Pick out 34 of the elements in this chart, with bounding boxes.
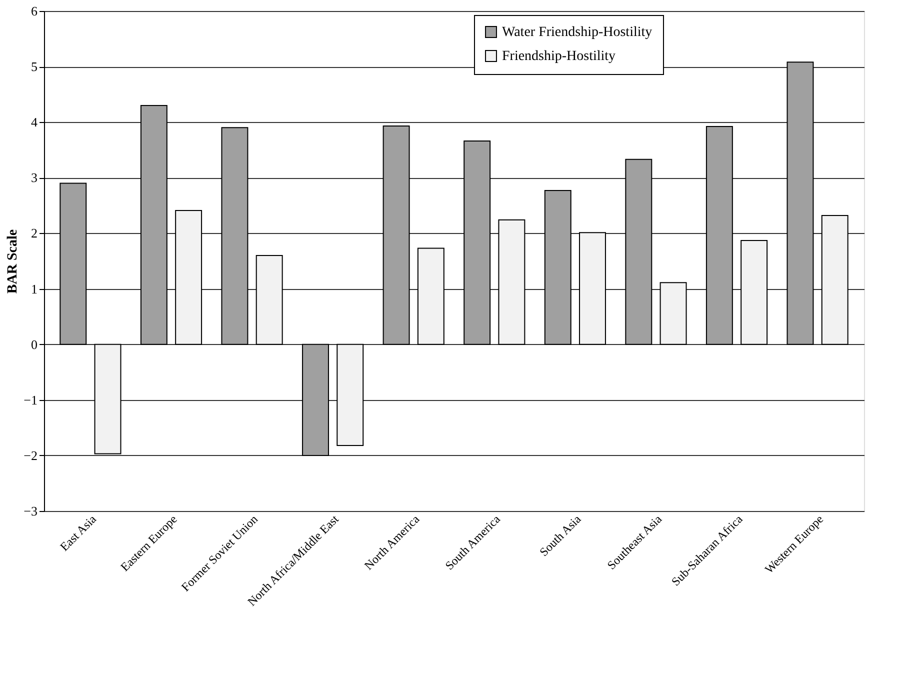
bar: [660, 282, 687, 345]
y-tick-label: 3: [31, 170, 38, 186]
bar: [94, 344, 122, 454]
bar: [625, 158, 652, 345]
bar: [175, 210, 202, 345]
y-tick-label: −2: [24, 448, 38, 463]
y-tick-label: 0: [31, 336, 38, 352]
y-tick-label: 2: [31, 226, 38, 241]
bar: [221, 127, 248, 345]
y-tick-label: 5: [31, 59, 38, 74]
bar: [786, 62, 814, 345]
bar: [579, 232, 606, 345]
y-tick-label: 1: [31, 281, 38, 296]
bar: [256, 254, 283, 345]
legend-label: Water Friendship-Hostility: [502, 25, 652, 40]
legend-label: Friendship-Hostility: [502, 49, 616, 64]
y-tick-label: −3: [24, 504, 38, 518]
bar: [740, 240, 768, 345]
bar: [464, 140, 491, 345]
y-axis-title: BAR Scale: [6, 229, 21, 294]
bar: [544, 190, 572, 345]
y-tick-label: 6: [31, 4, 38, 18]
bar: [302, 344, 329, 456]
bar: [382, 126, 410, 345]
bar: [706, 126, 733, 345]
bar: [498, 219, 526, 345]
bar: [821, 214, 848, 345]
bar: [336, 344, 364, 446]
bar: [417, 248, 444, 345]
bar: [140, 104, 168, 345]
bar: [60, 182, 87, 345]
y-tick-label: −1: [24, 392, 38, 408]
y-tick-label: 4: [31, 114, 38, 130]
x-tick-label: East Asia: [57, 512, 100, 554]
